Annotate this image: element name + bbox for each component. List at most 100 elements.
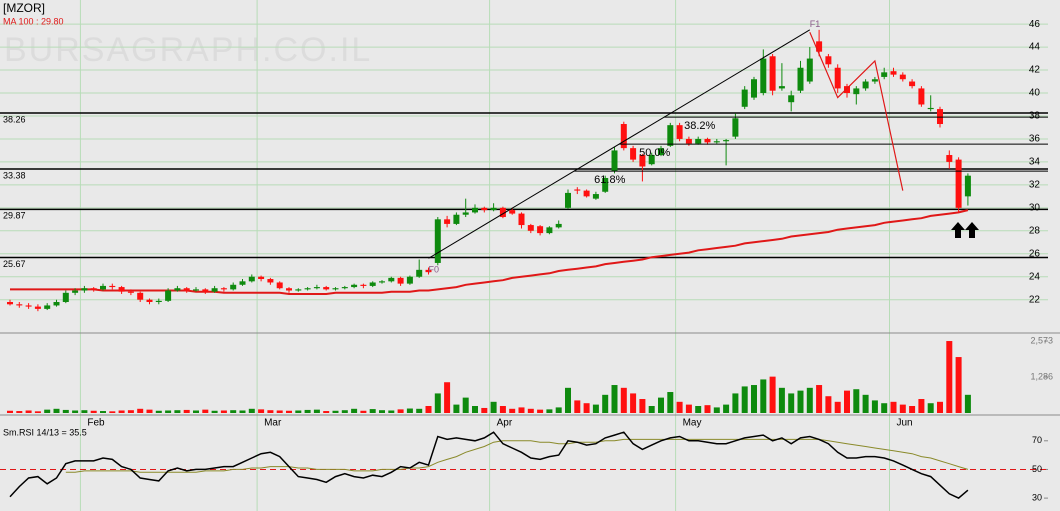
volume-bar <box>109 411 116 413</box>
candle-body <box>704 138 711 143</box>
volume-bar <box>388 410 395 413</box>
volume-bar <box>695 406 702 413</box>
volume-bar <box>769 376 776 413</box>
volume-bar <box>220 410 227 413</box>
candle-body <box>304 288 311 290</box>
candle-body <box>844 86 850 94</box>
volume-bar <box>25 410 32 413</box>
volume-bar <box>16 411 23 413</box>
candle-body <box>899 74 906 80</box>
volume-bar <box>174 410 181 413</box>
volume-bar <box>332 410 339 413</box>
candle-body <box>834 67 841 89</box>
volume-bar <box>304 409 311 413</box>
candle-body <box>388 277 395 282</box>
candle-body <box>425 269 432 273</box>
volume-bar <box>416 408 423 413</box>
candle-body <box>602 177 609 192</box>
volume-bar <box>434 393 441 413</box>
ma-line <box>10 209 969 295</box>
candle-body <box>323 287 330 290</box>
candle-body <box>7 301 13 305</box>
candle-body <box>955 159 962 208</box>
chart-title: [MZOR] <box>3 1 45 15</box>
candle-body <box>16 304 23 306</box>
volume-bar <box>183 409 190 413</box>
x-tick-label: Mar <box>264 418 282 429</box>
rsi-tick-label: 50 <box>1032 464 1042 474</box>
volume-bar <box>537 409 544 413</box>
volume-bar <box>323 411 330 413</box>
volume-bar <box>425 406 432 413</box>
volume-bar <box>230 410 237 413</box>
volume-bar <box>258 409 265 413</box>
volume-bar <box>90 410 97 413</box>
candle-body <box>248 276 255 282</box>
fib-end-label: F1 <box>810 19 821 29</box>
volume-bar <box>146 409 153 413</box>
volume-bar <box>667 392 674 413</box>
candle-body <box>732 118 739 137</box>
candle-body <box>118 287 125 292</box>
volume-tick-label: 2,573 <box>1030 335 1053 345</box>
rsi-signal-line <box>65 438 969 473</box>
volume-bar <box>295 410 302 413</box>
volume-bar <box>137 408 144 413</box>
marks <box>0 29 1048 499</box>
fib-level-label: 61.8% <box>594 174 625 186</box>
x-tick-label: Jun <box>897 418 913 429</box>
volume-bar <box>555 407 562 413</box>
volume-bar <box>899 404 906 413</box>
candle-body <box>230 284 237 290</box>
volume-bar <box>509 408 516 413</box>
candle-body <box>490 207 497 211</box>
volume-bar <box>816 385 823 413</box>
candle-body <box>183 288 190 291</box>
candle-body <box>685 138 692 144</box>
level-label: 29.87 <box>3 211 26 221</box>
fib-level-label: 50.0% <box>639 147 670 159</box>
candle-body <box>453 214 460 224</box>
candle-body <box>276 282 283 289</box>
volume-bar <box>490 401 497 413</box>
candle-body <box>592 194 599 199</box>
candle-body <box>434 219 441 263</box>
candle-body <box>472 207 478 213</box>
volume-bar <box>778 387 785 413</box>
candle-body <box>648 155 655 165</box>
volume-bar <box>620 387 627 413</box>
candle-body <box>890 71 897 75</box>
volume-bar <box>276 410 283 413</box>
volume-bar <box>62 409 69 413</box>
candle-body <box>518 213 525 226</box>
y-tick-label: 44 <box>1029 42 1041 53</box>
volume-bar <box>202 409 209 413</box>
volume-bar <box>918 399 925 413</box>
y-tick-label: 24 <box>1029 271 1041 282</box>
y-tick-label: 28 <box>1029 225 1041 236</box>
candle-body <box>397 277 404 284</box>
x-tick-label: Feb <box>87 418 105 429</box>
volume-bar <box>248 408 255 413</box>
candle-body <box>871 79 878 82</box>
candle-body <box>313 287 320 289</box>
candle-body <box>62 292 69 302</box>
candle-body <box>927 107 934 110</box>
volume-bar <box>499 406 506 413</box>
volume-bar <box>704 405 711 413</box>
candle-body <box>90 288 97 290</box>
volume-tick-label: 1,286 <box>1030 371 1053 381</box>
y-tick-label: 42 <box>1029 65 1041 76</box>
candle-body <box>109 285 116 288</box>
volume-bar <box>602 394 609 413</box>
candle-body <box>53 301 60 306</box>
volume-bar <box>379 410 385 413</box>
volume-bar <box>713 407 720 413</box>
volume-bar <box>239 410 246 413</box>
candle-body <box>937 109 943 125</box>
volume-bar <box>806 387 813 413</box>
candle-body <box>72 290 79 293</box>
candle-body <box>695 138 702 144</box>
candle-body <box>462 212 469 215</box>
